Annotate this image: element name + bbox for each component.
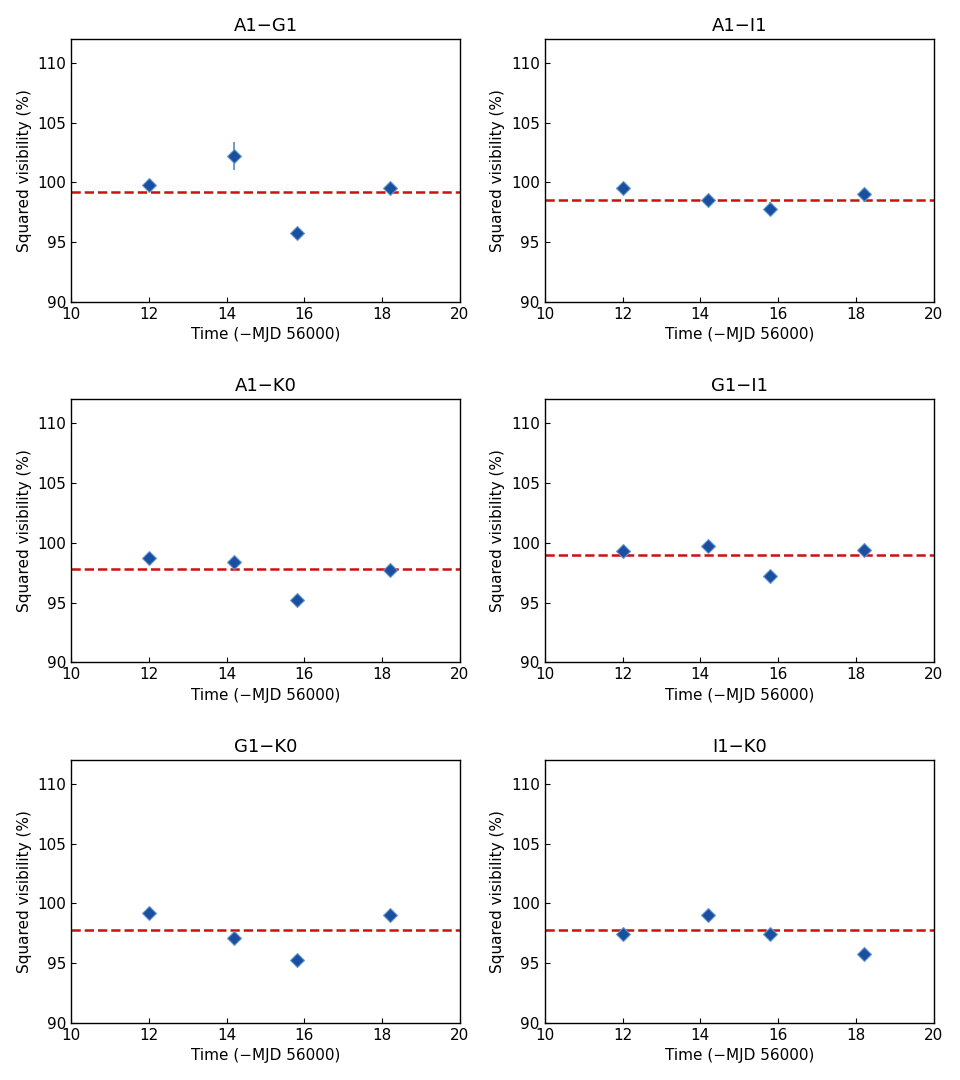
- Title: A1−K0: A1−K0: [234, 377, 297, 395]
- Y-axis label: Squared visibility (%): Squared visibility (%): [16, 89, 32, 252]
- X-axis label: Time (−MJD 56000): Time (−MJD 56000): [191, 1049, 340, 1064]
- Title: A1−I1: A1−I1: [711, 16, 767, 35]
- X-axis label: Time (−MJD 56000): Time (−MJD 56000): [191, 327, 340, 342]
- X-axis label: Time (−MJD 56000): Time (−MJD 56000): [664, 327, 814, 342]
- Title: G1−I1: G1−I1: [710, 377, 768, 395]
- Title: A1−G1: A1−G1: [233, 16, 298, 35]
- Y-axis label: Squared visibility (%): Squared visibility (%): [16, 810, 32, 973]
- X-axis label: Time (−MJD 56000): Time (−MJD 56000): [664, 688, 814, 703]
- Title: I1−K0: I1−K0: [711, 738, 767, 756]
- Y-axis label: Squared visibility (%): Squared visibility (%): [491, 810, 505, 973]
- X-axis label: Time (−MJD 56000): Time (−MJD 56000): [664, 1049, 814, 1064]
- Y-axis label: Squared visibility (%): Squared visibility (%): [491, 89, 505, 252]
- X-axis label: Time (−MJD 56000): Time (−MJD 56000): [191, 688, 340, 703]
- Title: G1−K0: G1−K0: [234, 738, 298, 756]
- Y-axis label: Squared visibility (%): Squared visibility (%): [491, 449, 505, 612]
- Y-axis label: Squared visibility (%): Squared visibility (%): [16, 449, 32, 612]
